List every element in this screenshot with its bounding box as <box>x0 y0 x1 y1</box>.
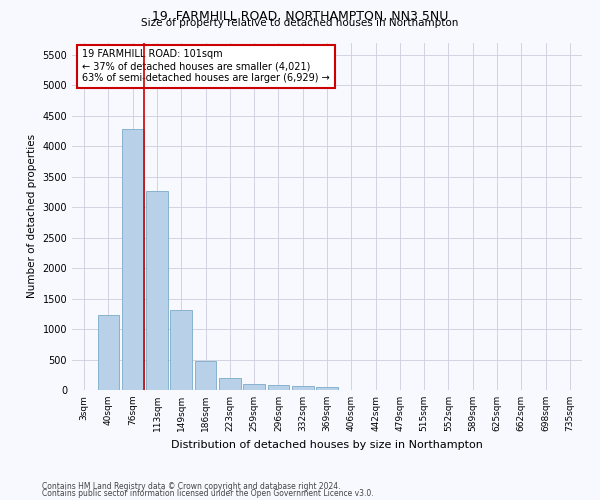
Bar <box>97 315 119 390</box>
Text: Contains HM Land Registry data © Crown copyright and database right 2024.: Contains HM Land Registry data © Crown c… <box>42 482 341 491</box>
X-axis label: Distribution of detached houses by size in Northampton: Distribution of detached houses by size … <box>171 440 483 450</box>
Y-axis label: Number of detached properties: Number of detached properties <box>27 134 37 298</box>
Text: 19 FARMHILL ROAD: 101sqm
← 37% of detached houses are smaller (4,021)
63% of sem: 19 FARMHILL ROAD: 101sqm ← 37% of detach… <box>82 50 330 82</box>
Bar <box>316 386 338 390</box>
Bar <box>292 386 314 390</box>
Text: Contains public sector information licensed under the Open Government Licence v3: Contains public sector information licen… <box>42 489 374 498</box>
Text: 19, FARMHILL ROAD, NORTHAMPTON, NN3 5NU: 19, FARMHILL ROAD, NORTHAMPTON, NN3 5NU <box>152 10 448 23</box>
Bar <box>194 360 217 390</box>
Bar <box>122 129 143 390</box>
Bar <box>243 384 265 390</box>
Bar <box>170 310 192 390</box>
Bar <box>146 192 168 390</box>
Bar <box>268 385 289 390</box>
Text: Size of property relative to detached houses in Northampton: Size of property relative to detached ho… <box>142 18 458 28</box>
Bar <box>219 378 241 390</box>
